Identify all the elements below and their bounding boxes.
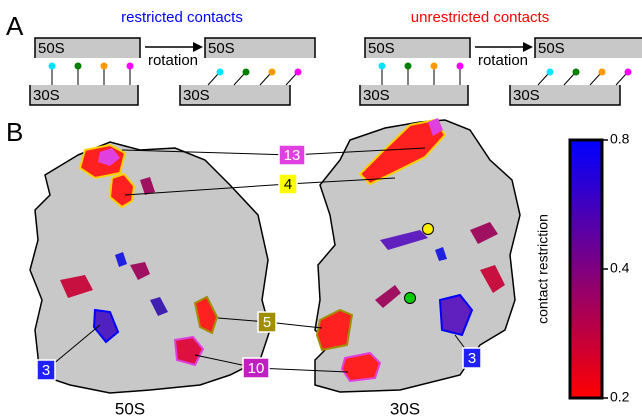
callout-label: 3 [42,362,50,379]
pin-head [75,63,82,70]
pin-head [269,69,276,76]
pin-head [573,69,580,76]
arrow-head [193,42,203,52]
pin-head [379,63,386,70]
schemes: 50S 30S 50S 30S rotation 50S 30S 50S 30S rotation [30,38,642,105]
pin-head [243,69,250,76]
callout-label: 10 [248,360,265,377]
box-label: 30S [513,87,540,104]
pin-head [431,63,438,70]
pin [286,74,296,85]
pin [260,74,270,85]
pin [234,74,244,85]
box-label: 50S [538,40,565,57]
arrow-head [523,42,533,52]
subunit-label: 30S [390,399,420,418]
box-label: 30S [33,87,60,104]
box-label: 50S [368,40,395,57]
pin [590,74,600,85]
colorbar-tick-label: 0.4 [610,260,630,276]
colorbar-label: contact restriction [535,214,551,324]
pin [564,74,574,85]
callout-label: 3 [468,350,476,367]
pin-head [599,69,606,76]
pin-head [49,63,56,70]
pin [208,74,218,85]
pin-head [217,69,224,76]
panel-label: A [6,11,24,41]
pin [538,74,548,85]
pin [616,74,626,85]
box-label: 50S [208,40,235,57]
pin-head [457,63,464,70]
colorbar-tick-label: 0.8 [610,131,630,147]
panel-label: B [6,117,23,147]
colorbar-tick-label: 0.2 [610,389,630,405]
callout-label: 5 [263,314,271,331]
box-label: 30S [363,87,390,104]
subunit-label: 50S [115,399,145,418]
pin-head [127,63,134,70]
rotation-label: rotation [148,52,198,69]
callout-label: 4 [284,176,292,193]
figure: A restricted contacts unrestricted conta… [0,0,642,420]
scheme-title: restricted contacts [121,9,243,26]
box-label: 30S [183,87,210,104]
scheme-title: unrestricted contacts [411,9,549,26]
pin-head [101,63,108,70]
rotation-label: rotation [478,52,528,69]
pin-head [625,69,632,76]
callout-label: 13 [284,147,301,164]
pin-head [547,69,554,76]
pin-head [405,63,412,70]
colorbar [570,140,602,398]
pin-head [295,69,302,76]
box-label: 50S [38,40,65,57]
